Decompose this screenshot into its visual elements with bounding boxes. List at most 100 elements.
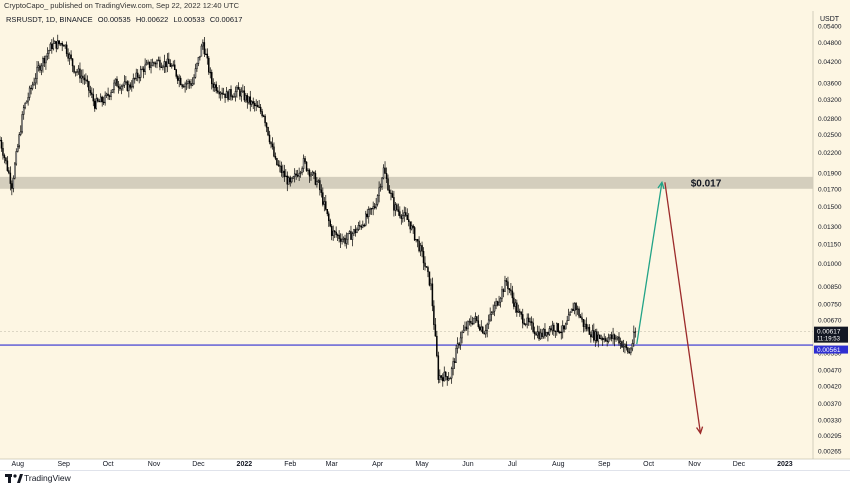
candle-body: [290, 177, 293, 183]
x-tick-label: Aug: [552, 461, 565, 468]
candle-body: [307, 169, 309, 172]
candle-body: [182, 86, 185, 88]
candle-body: [507, 281, 509, 289]
candle-body: [46, 53, 49, 57]
projection-arrow-up[interactable]: [636, 182, 663, 345]
candle-body: [442, 377, 444, 382]
candle-body: [242, 90, 244, 92]
candle-body: [135, 72, 137, 79]
candle-body: [6, 160, 9, 171]
candle-body: [292, 176, 294, 179]
candle-body: [434, 324, 437, 337]
candle-body: [144, 64, 146, 72]
candle-body: [274, 156, 277, 159]
x-tick-label: Nov: [148, 461, 161, 468]
candle-body: [28, 87, 31, 98]
x-tick-label: Dec: [733, 461, 746, 468]
candle-body: [493, 305, 496, 312]
candle-body: [221, 92, 223, 95]
candle-body: [188, 81, 191, 84]
candle-body: [0, 139, 1, 142]
candle-body: [591, 330, 594, 338]
candle-body: [322, 192, 324, 205]
candle-body: [163, 61, 166, 68]
candle-body: [65, 44, 68, 54]
candle-body: [216, 90, 219, 93]
candle-body: [156, 60, 158, 65]
candle-body: [338, 234, 340, 239]
candle-body: [452, 361, 454, 369]
candle-body: [114, 78, 117, 84]
candle-body: [132, 78, 135, 87]
candle-body: [101, 96, 103, 103]
candle-body: [82, 75, 84, 79]
projection-arrow-up-head: [657, 180, 665, 190]
candle-body: [344, 237, 346, 244]
candle-body: [396, 204, 398, 211]
candle-body: [123, 81, 126, 86]
candle-body: [335, 231, 337, 236]
candle-body: [259, 106, 262, 112]
candle-body: [2, 148, 4, 156]
candle-body: [504, 280, 506, 292]
candle-body: [271, 143, 274, 148]
candle-body: [490, 312, 493, 315]
resistance-zone[interactable]: [0, 176, 813, 189]
candle-body: [49, 43, 52, 52]
candle-body: [134, 78, 136, 80]
candle-body: [218, 91, 220, 95]
candle-body: [439, 375, 441, 380]
projection-arrow-down[interactable]: [664, 182, 702, 434]
candle-body: [154, 62, 157, 65]
support-price-tag: [814, 345, 848, 354]
candle-body: [384, 167, 386, 174]
candle-body: [461, 332, 463, 339]
candle-body: [362, 224, 364, 228]
x-tick-label: Aug: [12, 461, 25, 468]
candle-body: [48, 50, 50, 54]
candle-body: [446, 376, 448, 381]
candle-body: [68, 54, 71, 59]
candle-body: [406, 215, 408, 220]
candle-body: [25, 100, 28, 104]
candle-body: [467, 321, 469, 330]
candle-body: [270, 141, 272, 145]
candle-body: [159, 59, 161, 68]
candle-body: [502, 289, 505, 292]
candle-body: [168, 58, 170, 64]
x-tick-label: Sep: [598, 461, 611, 468]
candle-body: [42, 57, 44, 67]
y-tick-label: 0.02800: [818, 116, 842, 123]
candle-body: [394, 204, 397, 211]
candle-body: [557, 323, 560, 333]
candle-body: [584, 323, 586, 327]
candle-body: [310, 174, 312, 177]
candle-body: [129, 84, 132, 88]
candle-body: [510, 289, 512, 292]
candle-body: [305, 161, 308, 171]
candle-body: [175, 69, 177, 77]
y-tick-label: 0.00530: [818, 351, 842, 358]
candle-body: [397, 209, 400, 212]
candle-body: [625, 344, 628, 349]
candle-body: [119, 87, 121, 90]
candle-body: [378, 187, 380, 196]
candle-body: [524, 323, 527, 326]
candle-body: [399, 211, 401, 217]
candle-body: [94, 100, 96, 109]
candle-body: [508, 288, 511, 291]
y-tick-label: 0.01000: [818, 261, 842, 268]
candle-body: [453, 361, 456, 363]
candle-body: [575, 303, 577, 311]
candle-body: [231, 96, 234, 98]
candle-body: [484, 330, 487, 335]
candle-body: [283, 170, 286, 178]
candle-body: [409, 221, 411, 230]
y-tick-label: 0.00420: [818, 383, 842, 390]
candle-body: [447, 378, 450, 381]
candle-body: [499, 298, 502, 303]
candle-body: [563, 325, 565, 330]
candle-body: [449, 377, 451, 380]
candle-body: [551, 324, 554, 331]
